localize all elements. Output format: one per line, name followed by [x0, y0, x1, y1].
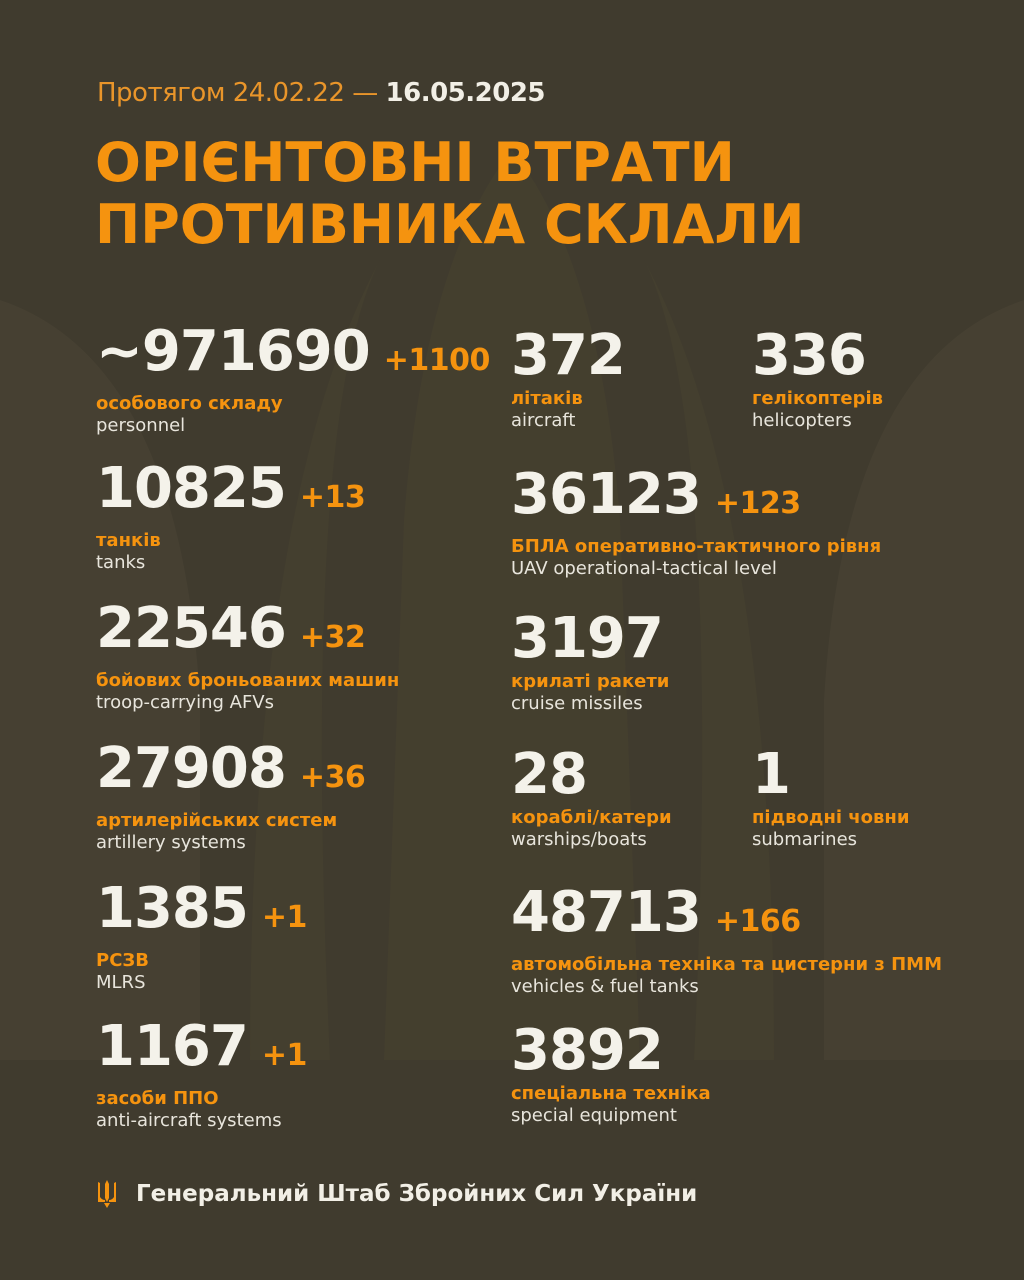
stat-artillery-systems: 27908 +36 артилерійських систем artillery… — [96, 736, 366, 854]
total-value: 1385 — [96, 876, 249, 941]
label-en: UAV operational-tactical level — [511, 558, 777, 579]
total-value: 28 — [511, 742, 588, 807]
stat-value: 372 — [511, 323, 626, 388]
total-value: 372 — [511, 323, 626, 388]
footer: Генеральний Штаб Збройних Сил України — [96, 1180, 697, 1208]
total-value: ~971690 — [96, 319, 371, 384]
page-title: ОРІЄНТОВНІ ВТРАТИ ПРОТИВНИКА СКЛАЛИ — [95, 132, 804, 256]
footer-text: Генеральний Штаб Збройних Сил України — [136, 1181, 698, 1207]
stat-value: 22546 +32 — [96, 599, 399, 668]
total-value: 22546 — [96, 596, 287, 661]
stat-value: 10825 +13 — [96, 456, 366, 528]
total-value: 48713 — [511, 880, 702, 945]
stat-aircraft: 372 літаків aircraft — [511, 323, 626, 432]
stat-value: 1385 +1 — [96, 879, 307, 948]
stat-value: 3197 — [511, 609, 669, 669]
daily-delta: +123 — [714, 486, 801, 521]
stat-helicopters: 336 гелікоптерів helicopters — [752, 326, 883, 432]
label-ua: кораблі/катери — [511, 807, 672, 828]
stat-value: 1167 +1 — [96, 1017, 307, 1086]
stat-uav-operational-tactical-level: 36123 +123 БПЛА оперативно-тактичного рів… — [511, 465, 881, 580]
daily-delta: +1 — [261, 1038, 308, 1073]
label-ua: танків — [96, 530, 161, 551]
label-en: artillery systems — [96, 832, 246, 853]
daily-delta: +1100 — [383, 343, 491, 378]
stat-vehicles-fuel-tanks: 48713 +166 автомобільна техніка та цистер… — [511, 883, 942, 998]
stat-special-equipment: 3892 спеціальна техніка special equipmen… — [511, 1021, 711, 1127]
total-value: 3892 — [511, 1018, 664, 1083]
total-value: 36123 — [511, 462, 702, 527]
total-value: 336 — [752, 323, 867, 388]
label-ua: крилаті ракети — [511, 671, 670, 692]
trident-icon — [98, 1180, 116, 1208]
stat-value: 27908 +36 — [96, 736, 366, 808]
stat-troop-carrying-afvs: 22546 +32 бойових броньованих машин troop… — [96, 599, 399, 714]
total-value: 10825 — [96, 456, 287, 521]
title-line-1: ОРІЄНТОВНІ ВТРАТИ — [95, 131, 735, 194]
daily-delta: +13 — [299, 480, 366, 515]
label-ua: гелікоптерів — [752, 388, 884, 409]
label-ua: засоби ППО — [96, 1088, 219, 1109]
stat-value: 36123 +123 — [511, 465, 881, 534]
stat-anti-aircraft-systems: 1167 +1 засоби ППО anti-aircraft systems — [96, 1017, 307, 1132]
label-ua: особового складу — [96, 393, 283, 414]
total-value: 1167 — [96, 1014, 249, 1079]
label-en: submarines — [752, 829, 858, 850]
label-en: anti-aircraft systems — [96, 1110, 282, 1131]
label-en: personnel — [96, 415, 186, 436]
label-en: MLRS — [96, 972, 146, 993]
stat-tanks: 10825 +13 танків tanks — [96, 456, 366, 574]
label-ua: автомобільна техніка та цистерни з ПММ — [511, 954, 942, 975]
total-value: 1 — [752, 742, 791, 807]
stat-personnel: ~971690 +1100 особового складу personnel — [96, 322, 490, 437]
stat-submarines: 1 підводні човни submarines — [752, 745, 909, 851]
label-en: tanks — [96, 552, 146, 573]
total-value: 27908 — [96, 736, 287, 801]
stat-cruise-missiles: 3197 крилаті ракети cruise missiles — [511, 609, 669, 715]
stat-value: 3892 — [511, 1021, 711, 1081]
period-end: 16.05.2025 — [385, 78, 546, 108]
label-ua: БПЛА оперативно-тактичного рівня — [511, 536, 882, 557]
label-en: helicopters — [752, 410, 852, 431]
label-en: warships/boats — [511, 829, 647, 850]
label-ua: артилерійських систем — [96, 810, 338, 831]
title-line-2: ПРОТИВНИКА СКЛАЛИ — [95, 193, 805, 256]
period-start: Протягом 24.02.22 — — [97, 78, 378, 108]
label-en: cruise missiles — [511, 693, 643, 714]
label-ua: спеціальна техніка — [511, 1083, 711, 1104]
daily-delta: +1 — [261, 900, 308, 935]
daily-delta: +166 — [714, 904, 801, 939]
daily-delta: +32 — [299, 620, 366, 655]
label-ua: РСЗВ — [96, 950, 149, 971]
label-ua: літаків — [511, 388, 583, 409]
stat-warships-boats: 28 кораблі/катери warships/boats — [511, 745, 672, 851]
label-en: vehicles & fuel tanks — [511, 976, 699, 997]
period: Протягом 24.02.22 — 16.05.2025 — [97, 78, 546, 108]
label-ua: бойових броньованих машин — [96, 670, 400, 691]
label-en: special equipment — [511, 1105, 677, 1126]
label-en: troop-carrying AFVs — [96, 692, 274, 713]
stat-value: 336 — [752, 326, 883, 386]
stat-value: 1 — [752, 745, 909, 805]
daily-delta: +36 — [299, 760, 366, 795]
label-en: aircraft — [511, 410, 576, 431]
stat-value: ~971690 +1100 — [96, 322, 490, 391]
stat-value: 28 — [511, 745, 672, 805]
stat-value: 48713 +166 — [511, 883, 942, 952]
label-ua: підводні човни — [752, 807, 910, 828]
total-value: 3197 — [511, 606, 664, 671]
stat-mlrs: 1385 +1 РСЗВ MLRS — [96, 879, 307, 994]
